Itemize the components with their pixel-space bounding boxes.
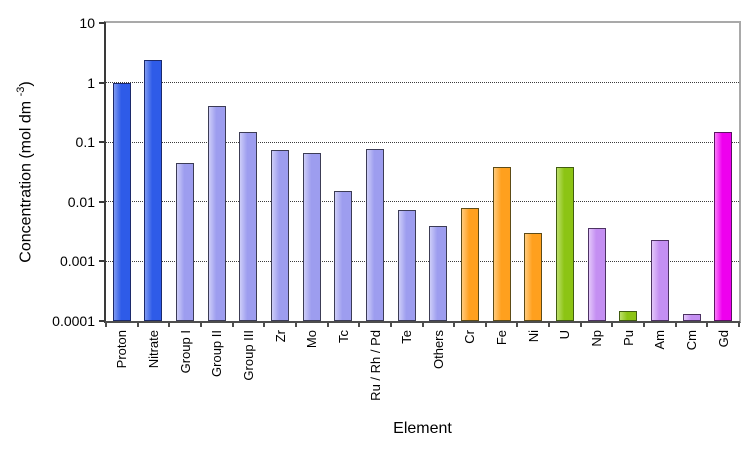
- x-category-label: Pu: [620, 330, 637, 346]
- x-category-label-text: Am: [652, 330, 668, 350]
- x-category-label-text: Ru / Rh / Pd: [367, 330, 383, 401]
- x-axis-tick: [326, 321, 329, 327]
- x-category-label-text: Mo: [304, 330, 320, 349]
- bar-gd: [714, 131, 733, 321]
- bar-tc: [334, 191, 353, 321]
- x-axis-tick: [199, 321, 202, 327]
- x-category-label-text: Ni: [525, 330, 541, 343]
- gridline: [106, 141, 739, 143]
- gridline: [106, 201, 739, 203]
- y-axis-title: Concentration (mol dm -3): [15, 23, 35, 321]
- y-axis-tick: [99, 260, 106, 263]
- x-axis-tick: [421, 321, 424, 327]
- x-category-label: Zr: [272, 330, 288, 345]
- y-tick-label: 10: [79, 15, 95, 31]
- bar-nitrate: [144, 59, 163, 321]
- gridline: [106, 260, 739, 262]
- x-axis-tick: [168, 321, 171, 327]
- y-tick-label: 0.0001: [52, 313, 95, 329]
- y-axis-tick: [99, 22, 106, 24]
- x-category-label-text: Pu: [620, 330, 636, 346]
- x-category-label: Ni: [525, 330, 541, 345]
- x-category-label-text: Group II: [209, 330, 225, 377]
- bar-cm: [682, 314, 701, 321]
- x-category-label: Tc: [335, 330, 351, 345]
- bar-group-i: [176, 162, 195, 321]
- y-axis-tick: [99, 141, 106, 144]
- bar-group-ii: [207, 105, 226, 321]
- x-category-label-text: Nitrate: [145, 330, 161, 369]
- x-category-label-text: Te: [399, 330, 415, 344]
- bar-np: [587, 228, 606, 321]
- x-axis-tick: [674, 321, 677, 327]
- x-category-label-text: Others: [430, 330, 446, 370]
- x-axis-title: Element: [393, 420, 452, 437]
- x-axis-tick: [706, 321, 709, 327]
- x-category-label-text: Np: [589, 330, 605, 347]
- bar-others: [429, 225, 448, 321]
- gridline: [106, 82, 739, 84]
- bar-mo: [302, 153, 321, 321]
- x-axis-tick: [579, 321, 582, 327]
- x-category-label-text: Zr: [272, 330, 288, 343]
- bar-zr: [271, 149, 290, 321]
- x-axis-tick: [516, 321, 519, 327]
- x-category-label-text: U: [557, 330, 573, 340]
- x-axis-tick: [453, 321, 456, 327]
- x-category-label-text: Cm: [684, 330, 700, 351]
- x-axis-tick: [231, 321, 234, 327]
- x-category-label: Mo: [304, 330, 322, 349]
- bar-ru-rh-pd: [366, 148, 385, 321]
- y-axis-tick: [99, 320, 106, 322]
- x-axis-tick: [105, 321, 107, 327]
- x-axis-tick: [263, 321, 266, 327]
- x-category-label: Te: [399, 330, 415, 345]
- x-axis-tick: [548, 321, 551, 327]
- x-category-label: U: [557, 330, 572, 345]
- x-axis-tick: [738, 321, 740, 327]
- x-category-label-text: Gd: [715, 330, 731, 348]
- y-axis-title-text: Concentration (mol dm: [17, 96, 35, 263]
- x-axis-tick: [389, 321, 392, 327]
- x-category-label-text: Fe: [494, 330, 510, 346]
- y-tick-label: 0.001: [59, 253, 95, 270]
- x-axis-tick: [136, 321, 139, 327]
- x-axis-tick: [294, 321, 297, 327]
- y-axis-tick: [99, 81, 106, 84]
- x-axis-tick: [484, 321, 487, 327]
- bar-te: [397, 209, 416, 321]
- y-tick-label: 1: [87, 74, 95, 91]
- x-axis-tick: [643, 321, 646, 327]
- x-category-label-text: Group I: [177, 330, 193, 374]
- bar-cr: [460, 207, 479, 321]
- bar-u: [555, 167, 574, 321]
- x-category-label-text: Cr: [462, 330, 478, 344]
- bar-pu: [619, 310, 638, 321]
- bar-fe: [492, 167, 511, 321]
- x-category-label: Cm: [684, 330, 704, 350]
- x-category-label: Np: [589, 330, 606, 347]
- x-category-label-text: Proton: [114, 330, 130, 369]
- y-tick-label: 0.1: [75, 134, 95, 151]
- x-category-label: Cr: [462, 330, 478, 345]
- x-category-label: Am: [652, 330, 672, 350]
- bar-am: [650, 239, 669, 321]
- y-tick-label: 0.01: [67, 193, 95, 210]
- x-axis-tick: [358, 321, 361, 327]
- y-axis-tick: [99, 200, 106, 203]
- bar-proton: [112, 82, 131, 321]
- x-category-label-text: Group III: [240, 330, 256, 381]
- x-category-label-text: Tc: [335, 330, 351, 343]
- x-category-label: Gd: [715, 330, 733, 348]
- x-axis-tick: [611, 321, 614, 327]
- bar-ni: [524, 232, 543, 321]
- bar-group-iii: [239, 131, 258, 321]
- plot-area: [104, 21, 741, 323]
- x-category-label: Fe: [494, 330, 509, 345]
